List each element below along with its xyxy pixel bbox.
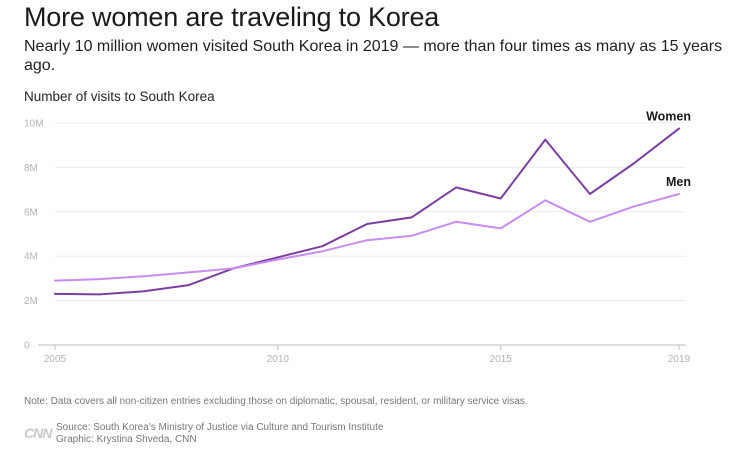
graphic-credit: Graphic: Krystina Shveda, CNN: [56, 434, 197, 445]
y-tick-label: 8M: [24, 163, 38, 174]
y-axis-label: Number of visits to South Korea: [24, 89, 215, 104]
series-label-women: Women: [646, 110, 691, 124]
chart-subtitle: Nearly 10 million women visited South Ko…: [24, 38, 723, 74]
y-tick-label: 2M: [24, 296, 38, 307]
x-tick-label: 2005: [44, 354, 67, 365]
x-tick-label: 2015: [490, 354, 513, 365]
line-chart: 0 2M 4M 6M 8M 10M 2005 2010 2015 2019 Women Men: [24, 110, 691, 365]
chart-note: Note: Data covers all non-citizen entrie…: [24, 396, 528, 407]
x-tick-label: 2019: [668, 354, 691, 365]
y-tick-label: 4M: [24, 252, 38, 263]
y-tick-label: 0: [24, 341, 30, 352]
series-line-women: [54, 127, 680, 296]
series-line-men: [54, 193, 680, 282]
x-tick-label: 2010: [267, 354, 290, 365]
y-tick-label: 6M: [24, 207, 38, 218]
cnn-logo: CNN: [24, 425, 52, 441]
y-tick-label: 10M: [24, 119, 43, 130]
source-credit: Source: South Korea's Ministry of Justic…: [56, 422, 383, 446]
series-label-men: Men: [666, 175, 691, 189]
source-text: Source: South Korea's Ministry of Justic…: [56, 422, 384, 433]
chart-title: More women are traveling to Korea: [24, 2, 440, 32]
